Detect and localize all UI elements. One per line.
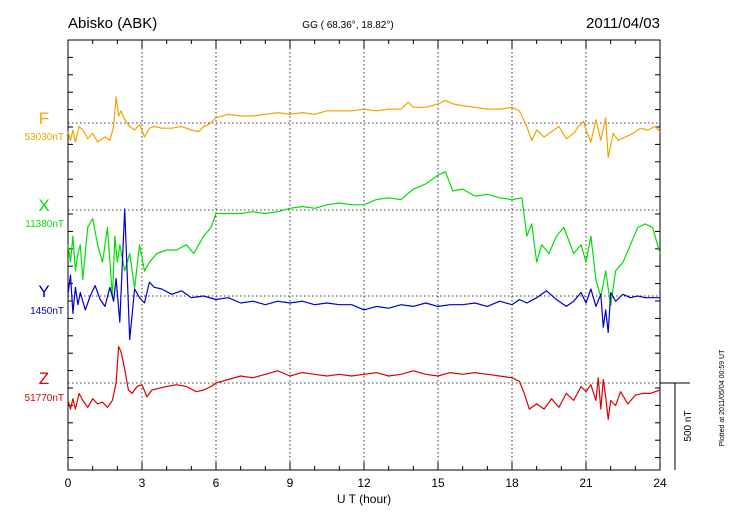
series-baseline-z: 51770nT — [25, 393, 64, 404]
x-tick-label: 21 — [579, 476, 593, 490]
series-name-x: X — [38, 196, 49, 215]
series-baseline-x: 11380nT — [25, 219, 64, 230]
plotted-timestamp: Plotted at 2011/05/04 00:59 UT — [719, 349, 726, 446]
x-tick-label: 0 — [65, 476, 72, 490]
axis-ticks — [67, 40, 661, 470]
x-axis-label: U T (hour) — [337, 492, 391, 506]
x-tick-label: 24 — [653, 476, 667, 490]
series-name-y: Y — [38, 282, 49, 301]
scale-bar: 500 nT — [660, 382, 694, 470]
date-text: 2011/04/03 — [586, 15, 660, 32]
series-name-z: Z — [39, 369, 49, 388]
series-group — [67, 96, 661, 421]
series-line-x — [67, 171, 661, 307]
series-name-f: F — [39, 109, 49, 128]
series-line-f — [67, 96, 661, 159]
x-tick-label: 6 — [213, 476, 220, 490]
station-title: Abisko (ABK) — [68, 15, 157, 32]
coords-text: GG ( 68.36°, 18.82°) — [302, 20, 393, 31]
series-labels: F 53030nT X 11380nT Y 1450nT Z 51770nT — [25, 109, 64, 404]
x-tick-label: 9 — [287, 476, 294, 490]
x-tick-label: 15 — [431, 476, 445, 490]
series-line-y — [67, 208, 660, 341]
series-baseline-y: 1450nT — [30, 306, 64, 317]
series-line-z — [67, 345, 661, 421]
grid — [68, 40, 660, 470]
scale-bar-label: 500 nT — [683, 410, 694, 441]
x-tick-labels: 0 3 6 9 12 15 18 21 24 — [65, 476, 667, 490]
x-tick-label: 18 — [505, 476, 519, 490]
x-tick-label: 3 — [139, 476, 146, 490]
x-tick-label: 12 — [357, 476, 371, 490]
series-baseline-f: 53030nT — [25, 132, 64, 143]
